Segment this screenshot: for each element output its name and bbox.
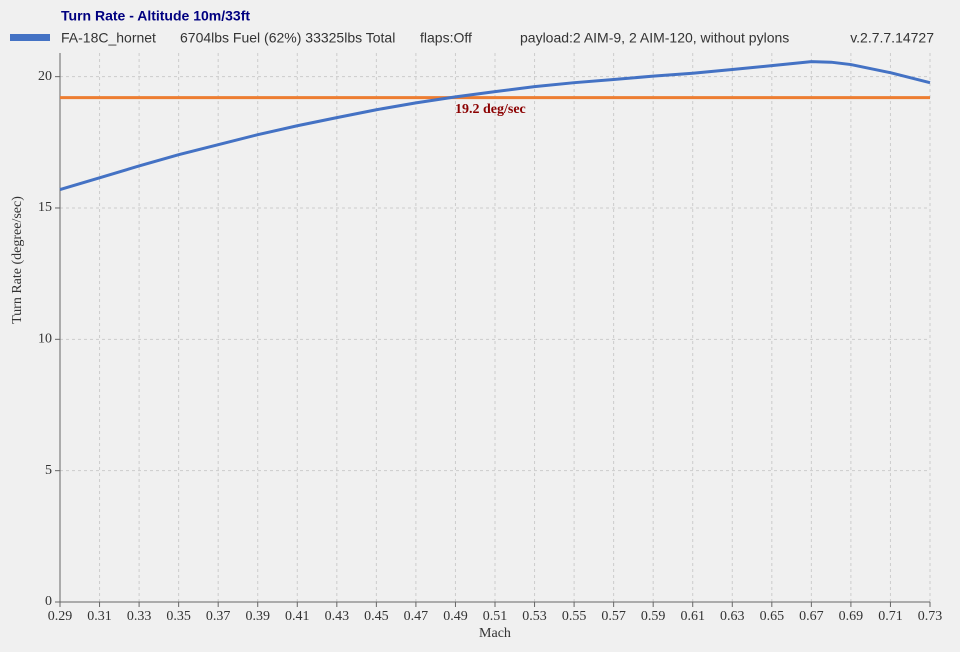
x-tick-label: 0.33: [127, 609, 152, 624]
chart-title: Turn Rate - Altitude 10m/33ft: [61, 8, 250, 24]
x-tick-label: 0.59: [641, 609, 666, 624]
x-tick-label: 0.63: [720, 609, 745, 624]
y-tick-label: 20: [38, 69, 52, 84]
x-tick-label: 0.73: [918, 609, 943, 624]
info-text: flaps:Off: [420, 30, 472, 46]
y-tick-label: 10: [38, 332, 52, 347]
info-text: 6704lbs Fuel (62%) 33325lbs Total: [180, 30, 395, 46]
info-text: payload:2 AIM-9, 2 AIM-120, without pylo…: [520, 30, 789, 46]
series-line: [59, 60, 931, 192]
x-tick-label: 0.57: [601, 609, 626, 624]
x-tick-label: 0.41: [285, 609, 310, 624]
x-tick-label: 0.47: [404, 609, 429, 624]
y-tick-label: 15: [38, 200, 52, 215]
x-axis-label: Mach: [479, 626, 511, 641]
legend-label: FA-18C_hornet: [61, 30, 156, 46]
y-tick-label: 5: [45, 463, 52, 478]
x-tick-label: 0.61: [680, 609, 705, 624]
x-tick-label: 0.53: [522, 609, 547, 624]
x-tick-label: 0.45: [364, 609, 389, 624]
x-tick-label: 0.43: [325, 609, 350, 624]
info-text: v.2.7.7.14727: [850, 30, 934, 46]
x-tick-label: 0.31: [87, 609, 112, 624]
x-tick-label: 0.55: [562, 609, 587, 624]
x-tick-label: 0.39: [245, 609, 270, 624]
x-tick-label: 0.71: [878, 609, 903, 624]
x-tick-label: 0.35: [166, 609, 191, 624]
x-tick-label: 0.37: [206, 609, 231, 624]
x-tick-label: 0.67: [799, 609, 824, 624]
y-axis-label: Turn Rate (degree/sec): [10, 196, 25, 324]
x-tick-label: 0.49: [443, 609, 468, 624]
x-tick-label: 0.65: [760, 609, 785, 624]
y-tick-label: 0: [45, 594, 52, 609]
reference-label: 19.2 deg/sec: [455, 102, 526, 117]
legend-swatch: [10, 34, 50, 41]
x-tick-label: 0.69: [839, 609, 864, 624]
x-tick-label: 0.51: [483, 609, 508, 624]
x-tick-label: 0.29: [48, 609, 73, 624]
